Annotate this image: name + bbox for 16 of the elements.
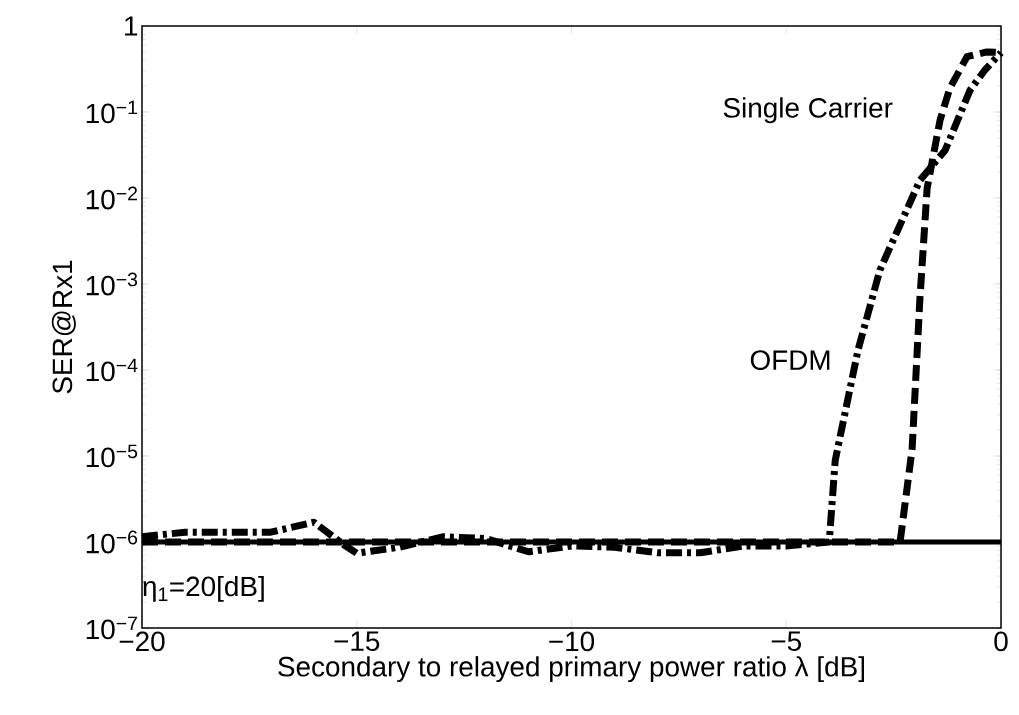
y-tick-label: 10$^{−1}$	[86, 100, 138, 124]
x-tick-label: −10	[549, 631, 595, 652]
x-axis-title: Secondary to relayed primary power ratio λ [dB]	[278, 656, 864, 683]
y-tick-label: 10$^{−5}$	[86, 444, 138, 468]
x-tick-label: −5	[771, 631, 801, 651]
y-axis-title: SER@Rx1	[51, 260, 76, 394]
x-tick-label: 0	[994, 631, 1008, 652]
y-tick-label: 10$^{−2}$	[86, 186, 137, 210]
annotation: η$_{1}$=20[dB]	[143, 575, 264, 602]
y-tick-label: 1	[125, 16, 138, 36]
y-tick-label: 10$^{−3}$	[86, 272, 138, 296]
annotation: OFDM	[750, 350, 830, 370]
y-tick-label: 10$^{−4}$	[86, 358, 138, 382]
x-tick-label: −15	[334, 631, 380, 651]
y-tick-label: 10$^{−6}$	[86, 530, 138, 554]
annotation: Single Carrier	[723, 97, 893, 124]
